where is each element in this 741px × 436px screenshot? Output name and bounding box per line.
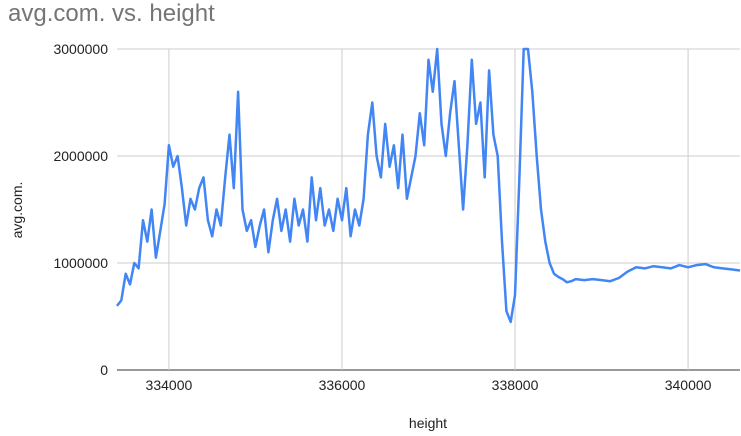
x-tick-labels: 334000 336000 338000 340000 (146, 377, 712, 393)
chart-title: avg.com. vs. height (8, 0, 215, 27)
y-tick-label: 3000000 (53, 41, 108, 57)
y-tick-label: 0 (100, 362, 108, 378)
y-axis-title: avg.com. (9, 182, 25, 239)
x-tick-label: 340000 (665, 377, 712, 393)
y-tick-label: 2000000 (53, 148, 108, 164)
y-tick-labels: 0 1000000 2000000 3000000 (53, 41, 108, 378)
x-axis-title: height (409, 415, 447, 431)
x-tick-label: 338000 (492, 377, 539, 393)
y-tick-label: 1000000 (53, 255, 108, 271)
series-line (116, 47, 741, 324)
x-tick-label: 336000 (319, 377, 366, 393)
grid-lines (117, 48, 740, 371)
x-tick-label: 334000 (146, 377, 193, 393)
